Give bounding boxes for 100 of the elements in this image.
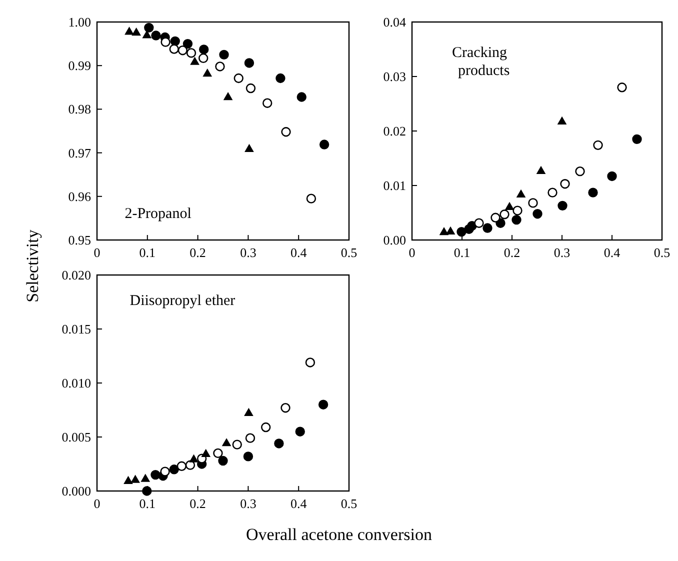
x-tick-label: 0.1 bbox=[139, 245, 156, 260]
point bbox=[575, 166, 585, 176]
point bbox=[262, 98, 272, 108]
x-tick-label: 0.2 bbox=[504, 245, 520, 260]
x-tick-label: 0.5 bbox=[654, 245, 670, 260]
point bbox=[474, 218, 484, 228]
point bbox=[178, 45, 188, 56]
point bbox=[306, 194, 316, 204]
point bbox=[170, 36, 180, 46]
point bbox=[243, 452, 254, 462]
annotation: Cracking products bbox=[452, 44, 510, 79]
point bbox=[182, 38, 193, 49]
y-tick-label: 0.04 bbox=[383, 14, 406, 30]
x-tick-label: 0.4 bbox=[604, 245, 621, 260]
point bbox=[490, 212, 500, 223]
point bbox=[260, 422, 271, 432]
point bbox=[169, 44, 179, 54]
point bbox=[232, 440, 242, 450]
point bbox=[215, 62, 225, 72]
point bbox=[160, 37, 170, 47]
point bbox=[169, 464, 179, 474]
point bbox=[234, 73, 244, 84]
point bbox=[557, 116, 567, 124]
y-tick-label: 0.96 bbox=[68, 188, 92, 204]
x-tick-label: 0 bbox=[94, 245, 100, 260]
point bbox=[439, 226, 449, 236]
point bbox=[593, 140, 603, 150]
point bbox=[548, 188, 558, 198]
point bbox=[199, 44, 209, 54]
point bbox=[142, 486, 152, 496]
x-tick-label: 0.4 bbox=[290, 245, 308, 260]
point bbox=[504, 202, 514, 210]
y-axis-title: Selectivity bbox=[23, 229, 42, 302]
point bbox=[176, 461, 187, 472]
point bbox=[536, 166, 546, 174]
x-tick-label: 0.1 bbox=[454, 245, 470, 260]
y-tick-label: 0.00 bbox=[383, 232, 406, 248]
x-tick-label: 0.1 bbox=[139, 496, 156, 511]
point bbox=[132, 27, 141, 36]
x-tick-label: 0.3 bbox=[554, 245, 570, 260]
x-tick-label: 0.5 bbox=[340, 245, 358, 260]
point bbox=[189, 454, 198, 462]
y-tick-label: 0.000 bbox=[62, 484, 91, 498]
point bbox=[318, 400, 328, 410]
point bbox=[142, 30, 152, 38]
point bbox=[244, 144, 254, 152]
y-tick-label: 0.010 bbox=[62, 376, 91, 390]
y-tick-label: 0.02 bbox=[383, 124, 406, 138]
point bbox=[305, 358, 316, 368]
point bbox=[144, 22, 154, 33]
y-tick-label: 0.015 bbox=[62, 322, 91, 336]
point bbox=[274, 438, 284, 448]
point bbox=[532, 208, 542, 219]
x-tick-label: 0.2 bbox=[190, 245, 206, 260]
point bbox=[632, 134, 642, 144]
point bbox=[245, 433, 256, 443]
point bbox=[190, 56, 200, 65]
y-tick-label: 0.98 bbox=[68, 102, 91, 117]
y-tick-label: 0.99 bbox=[68, 58, 91, 74]
point bbox=[295, 426, 305, 436]
point bbox=[222, 438, 232, 446]
point bbox=[185, 460, 196, 470]
point bbox=[218, 456, 228, 466]
point bbox=[223, 92, 233, 100]
point bbox=[276, 73, 286, 84]
point bbox=[124, 476, 133, 484]
y-tick-label: 1.00 bbox=[68, 14, 91, 30]
y-tick-label: 0.95 bbox=[68, 232, 91, 248]
point bbox=[528, 198, 538, 208]
annotation: 2-Propanol bbox=[124, 206, 192, 222]
point bbox=[202, 68, 212, 77]
point bbox=[244, 408, 254, 416]
point bbox=[244, 58, 254, 68]
annotation: Diisopropyl ether bbox=[130, 293, 236, 310]
point bbox=[607, 171, 617, 182]
point bbox=[124, 26, 134, 35]
point bbox=[456, 226, 466, 237]
point bbox=[130, 474, 140, 483]
y-tick-label: 0.020 bbox=[62, 268, 91, 282]
point bbox=[281, 127, 291, 137]
point bbox=[319, 140, 330, 150]
point bbox=[482, 223, 492, 233]
point bbox=[201, 448, 211, 457]
x-tick-label: 0.3 bbox=[240, 245, 256, 260]
point bbox=[186, 48, 196, 58]
point bbox=[280, 402, 290, 413]
point bbox=[296, 92, 306, 102]
point bbox=[588, 188, 598, 198]
x-tick-label: 0 bbox=[408, 245, 416, 260]
point bbox=[160, 466, 170, 476]
x-tick-label: 0.3 bbox=[240, 496, 256, 511]
y-tick-label: 0.005 bbox=[62, 430, 91, 444]
point bbox=[151, 30, 161, 40]
point bbox=[617, 82, 627, 92]
x-tick-label: 0 bbox=[94, 496, 100, 511]
point bbox=[213, 448, 223, 458]
point bbox=[560, 179, 570, 189]
point bbox=[198, 53, 208, 64]
point bbox=[140, 474, 150, 482]
y-tick-label: 0.03 bbox=[383, 69, 406, 84]
